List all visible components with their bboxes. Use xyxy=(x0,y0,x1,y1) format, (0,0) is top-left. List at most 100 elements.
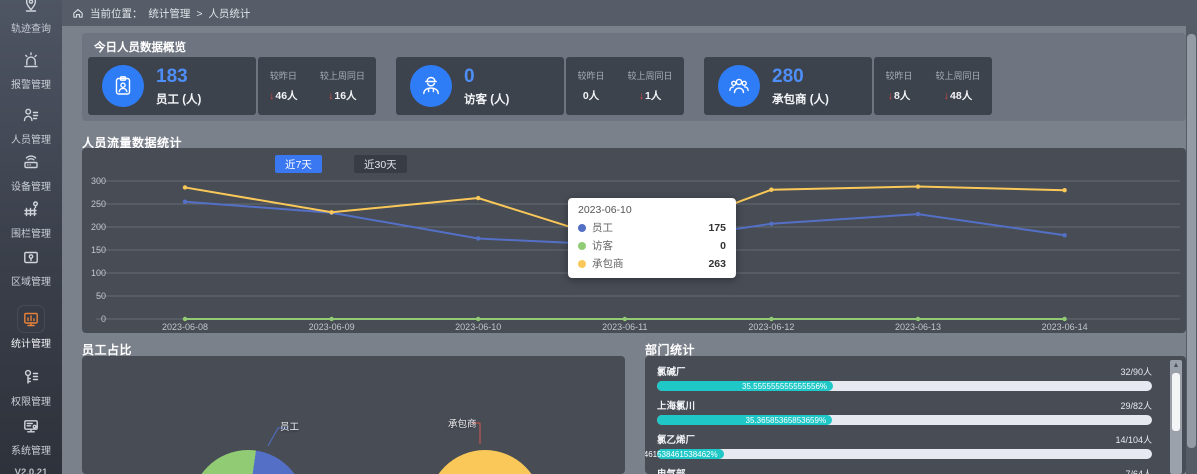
pie-section-title: 员工占比 xyxy=(82,343,133,357)
stat-card-compare: 较昨日 ↓8人 较上周同日 ↓48人 xyxy=(874,57,992,115)
stat-card-main: 0 访客 (人) xyxy=(396,57,564,115)
sidebar-item-label: 统计管理 xyxy=(11,339,51,350)
department-row-head: 氯碱厂 32/90人 xyxy=(657,364,1152,378)
department-scrollbar[interactable]: ▲ xyxy=(1170,360,1182,474)
sidebar-item-统计管理[interactable]: 统计管理 xyxy=(0,306,62,350)
sidebar-item-报警管理[interactable]: 报警管理 xyxy=(0,47,62,91)
decrease-arrow-icon: ↓ xyxy=(638,90,644,102)
sidebar-item-区域管理[interactable]: 区域管理 xyxy=(0,244,62,288)
sidebar-item-系统管理[interactable]: 系统管理 xyxy=(0,413,62,457)
stat-label: 员工 (人) xyxy=(156,93,202,106)
pie-panel: 员工 承包商 xyxy=(82,356,625,474)
y-axis-tick: 100 xyxy=(91,268,106,278)
stats-icon xyxy=(18,306,44,332)
department-percent-label: 35.555555555555556% xyxy=(742,382,828,391)
department-count: 7/64人 xyxy=(1125,469,1152,474)
tooltip-series-name: 访客 xyxy=(592,240,613,252)
compare-label: 较昨日 xyxy=(885,71,913,81)
pie1-label: 员工 xyxy=(280,422,300,433)
sidebar-item-轨迹查询[interactable]: 轨迹查询 xyxy=(0,0,62,35)
data-point xyxy=(476,236,481,241)
x-axis-tick: 2023-06-13 xyxy=(895,322,941,332)
series-dot-icon xyxy=(578,259,586,268)
breadcrumb-section: 统计管理 xyxy=(148,7,191,20)
stat-label: 承包商 (人) xyxy=(772,93,829,106)
stat-card-main: 280 承包商 (人) xyxy=(704,57,872,115)
sidebar-item-label: 围栏管理 xyxy=(11,229,51,240)
stat-value: 183 xyxy=(156,65,188,87)
tooltip-row: 员工 175 xyxy=(578,220,726,235)
system-icon xyxy=(18,413,44,439)
tab-近7天[interactable]: 近7天 xyxy=(275,155,322,173)
stat-card-main: 183 员工 (人) xyxy=(88,57,256,115)
area-icon xyxy=(18,244,44,270)
department-name: 上海氯川 xyxy=(657,401,696,412)
flow-chart-title: 人员流量数据统计 xyxy=(82,136,183,150)
top-header: 当前位置： 统计管理 > 人员统计 xyxy=(62,0,1197,26)
breadcrumb-prefix: 当前位置： xyxy=(90,7,143,20)
sidebar-item-人员管理[interactable]: 人员管理 xyxy=(0,102,62,146)
compare-label: 较上周同日 xyxy=(319,71,365,81)
x-axis-tick: 2023-06-11 xyxy=(602,322,647,332)
flow-chart-panel: 近7天 近30天 0 50 100 150 200 250 300 2023-06-08 2023… xyxy=(82,148,1186,333)
decrease-arrow-icon: ↓ xyxy=(269,90,275,102)
data-point xyxy=(622,316,627,322)
stat-card: 0 访客 (人) 较昨日 0人 较上周同日 ↓1人 xyxy=(396,57,684,115)
data-point xyxy=(769,221,774,226)
data-point xyxy=(915,184,921,189)
x-axis-tick: 2023-06-10 xyxy=(455,322,501,332)
x-axis-tick: 2023-06-14 xyxy=(1042,322,1088,332)
stat-card-texts: 183 员工 (人) xyxy=(156,66,201,107)
data-point xyxy=(769,316,774,322)
employee-pie-chart xyxy=(191,450,305,474)
department-count: 32/90人 xyxy=(1120,367,1152,377)
data-point xyxy=(476,195,481,201)
sidebar-item-权限管理[interactable]: 权限管理 xyxy=(0,364,62,408)
department-bar-track: 35.555555555555556% xyxy=(657,381,1152,391)
data-point xyxy=(769,187,774,192)
department-rows: 氯碱厂 32/90人 35.555555555555556% 上海氯川 29/82人 35… xyxy=(645,364,1152,474)
y-axis-tick: 150 xyxy=(91,245,106,255)
data-point xyxy=(182,185,188,190)
contractor-pie-chart xyxy=(428,450,542,474)
compare-value: ↓1人 xyxy=(638,90,662,102)
page-scrollbar-thumb[interactable] xyxy=(1187,34,1196,448)
tooltip-rows: 员工 175 访客 0 承包商 263 xyxy=(578,220,726,271)
department-row: 氯碱厂 32/90人 35.555555555555556% xyxy=(657,364,1152,391)
department-section-title: 部门统计 xyxy=(645,343,696,357)
compare-column: 较上周同日 ↓16人 xyxy=(320,69,365,103)
stat-card-texts: 0 访客 (人) xyxy=(464,66,509,107)
department-row: 电气部7/64人10.9375% xyxy=(657,466,1152,474)
fence-icon xyxy=(18,196,44,222)
department-scrollbar-thumb[interactable] xyxy=(1172,373,1180,431)
compare-column: 较昨日 ↓8人 xyxy=(885,69,912,103)
scroll-up-arrow-icon[interactable]: ▲ xyxy=(1172,362,1180,369)
data-point xyxy=(182,316,188,322)
department-name: 电气部 xyxy=(657,466,686,474)
tooltip-date: 2023-06-10 xyxy=(578,204,632,216)
sidebar-item-label: 人员管理 xyxy=(11,135,51,146)
sidebar: 轨迹查询 报警管理 人员管理 设备管理 围栏管理 区域管理 统计管理 权限管理 系统管理 V2.… xyxy=(0,0,62,474)
tooltip-series-value: 175 xyxy=(708,221,726,234)
stat-value: 280 xyxy=(772,65,804,87)
breadcrumb-separator: > xyxy=(196,7,203,20)
overview-panel: 今日人员数据概览 183 员工 (人) 较昨日 ↓46人 较上周同日 ↓16人 0 访客 (人… xyxy=(82,33,1186,121)
pie2-label: 承包商 xyxy=(448,419,477,430)
permission-icon xyxy=(18,364,44,390)
sidebar-item-围栏管理[interactable]: 围栏管理 xyxy=(0,196,62,240)
stat-value: 0 xyxy=(464,65,475,87)
overview-title: 今日人员数据概览 xyxy=(94,42,186,54)
compare-label: 较昨日 xyxy=(269,71,297,81)
compare-column: 较昨日 ↓46人 xyxy=(269,69,297,103)
stat-card-texts: 280 承包商 (人) xyxy=(772,66,829,107)
sidebar-item-label: 系统管理 xyxy=(11,446,51,457)
sidebar-item-label: 权限管理 xyxy=(11,397,51,408)
sidebar-item-设备管理[interactable]: 设备管理 xyxy=(0,149,62,193)
tooltip-row: 承包商 263 xyxy=(578,256,726,271)
page-scrollbar[interactable] xyxy=(1186,26,1197,474)
tab-近30天[interactable]: 近30天 xyxy=(354,155,407,173)
stat-cards-row: 183 员工 (人) 较昨日 ↓46人 较上周同日 ↓16人 0 访客 (人) 较昨日 0人 较上周… xyxy=(88,57,992,115)
group-icon xyxy=(718,65,760,107)
home-icon[interactable] xyxy=(72,7,84,19)
breadcrumb: 当前位置： 统计管理 > 人员统计 xyxy=(90,6,253,21)
